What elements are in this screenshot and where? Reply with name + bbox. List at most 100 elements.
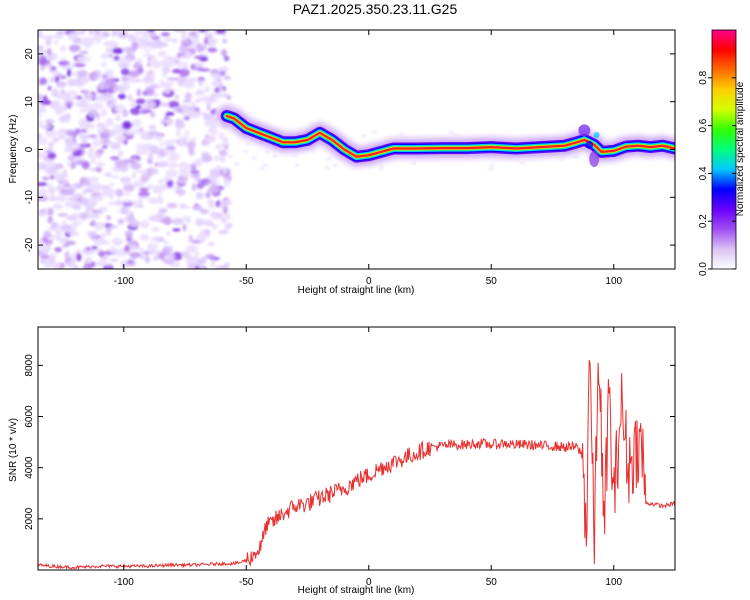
noise-blob	[137, 197, 143, 205]
noise-blob	[150, 72, 155, 81]
noise-blob	[45, 128, 57, 138]
noise-blob	[124, 130, 136, 136]
noise-blob	[194, 61, 205, 69]
noise-blob	[109, 258, 119, 262]
noise-blob	[204, 37, 209, 45]
noise-blob	[157, 50, 167, 57]
noise-blob	[244, 142, 250, 146]
noise-blob	[67, 68, 72, 77]
noise-blob	[79, 133, 86, 140]
noise-blob	[186, 244, 198, 253]
noise-blob	[113, 127, 123, 135]
noise-blob	[99, 73, 105, 78]
x-tick-label: 50	[486, 577, 498, 588]
noise-blob	[72, 204, 82, 211]
noise-blob	[110, 156, 120, 161]
noise-blob	[100, 53, 109, 59]
noise-blob	[103, 72, 114, 77]
noise-blob	[58, 60, 70, 66]
noise-blob	[191, 173, 201, 179]
noise-blob	[92, 31, 105, 41]
noise-blob	[222, 205, 228, 215]
noise-blob	[67, 187, 76, 196]
noise-blob	[52, 225, 63, 233]
noise-blob	[163, 88, 171, 95]
noise-blob	[172, 228, 181, 232]
noise-blob	[115, 188, 124, 197]
noise-blob	[205, 191, 211, 199]
noise-blob	[57, 212, 69, 217]
noise-blob	[94, 75, 102, 79]
noise-blob	[84, 213, 94, 219]
noise-blob	[192, 257, 200, 262]
noise-blob	[79, 197, 89, 206]
noise-blob	[72, 31, 84, 35]
y-tick-label: -20	[24, 237, 35, 252]
noise-blob	[114, 200, 123, 206]
noise-blob	[222, 166, 227, 175]
noise-blob	[164, 139, 175, 148]
noise-blob	[207, 47, 218, 53]
noise-blob	[144, 49, 151, 53]
noise-blob	[162, 216, 172, 226]
colorbar-tick-label: 0.2	[698, 214, 709, 228]
noise-blob	[76, 160, 84, 165]
noise-blob	[174, 59, 180, 63]
noise-blob	[165, 146, 176, 151]
noise-blob	[108, 201, 117, 206]
noise-blob	[105, 117, 114, 127]
noise-blob	[79, 129, 87, 133]
noise-blob	[70, 161, 76, 169]
noise-blob	[102, 240, 110, 245]
noise-blob	[72, 137, 77, 142]
colorbar-gradient	[712, 30, 736, 269]
noise-blob	[156, 212, 166, 219]
noise-blob	[49, 77, 55, 83]
noise-blob	[135, 98, 146, 105]
snr-x-axis: -100 -50 0 50 100	[114, 327, 623, 588]
noise-blob	[181, 33, 187, 42]
noise-blob	[120, 68, 130, 76]
noise-blob	[187, 263, 196, 269]
noise-blob	[63, 147, 74, 153]
noise-blob	[71, 212, 81, 217]
noise-blob	[411, 161, 417, 165]
noise-blob	[93, 222, 105, 231]
noise-blob	[178, 168, 191, 174]
noise-blob	[113, 248, 125, 257]
colorbar-tick-label: 0.4	[698, 166, 709, 180]
noise-blob	[114, 114, 122, 122]
noise-blob	[38, 77, 48, 85]
noise-blob	[272, 154, 278, 158]
noise-blob	[51, 261, 62, 269]
noise-blob	[190, 77, 198, 83]
noise-blob	[44, 246, 49, 255]
noise-blob	[68, 32, 78, 41]
noise-blob	[130, 107, 141, 115]
noise-blob	[147, 56, 152, 62]
noise-blob	[117, 32, 129, 39]
noise-blob	[204, 30, 212, 37]
noise-blob	[88, 30, 94, 36]
x-tick-label: 100	[605, 276, 622, 287]
noise-blob	[174, 94, 180, 101]
y-tick-label: 10	[24, 96, 35, 108]
x-tick-label: -100	[114, 577, 134, 588]
noise-blob	[128, 34, 137, 42]
noise-blob	[111, 30, 118, 37]
noise-blob	[151, 236, 160, 243]
noise-blob	[195, 234, 203, 242]
noise-blob	[228, 155, 233, 159]
noise-blob	[115, 162, 124, 169]
noise-blob	[167, 101, 180, 108]
noise-blob	[75, 253, 82, 262]
noise-blob	[38, 112, 42, 118]
noise-blob	[65, 240, 77, 246]
noise-blob	[81, 160, 90, 170]
noise-blob	[180, 30, 187, 35]
noise-blob	[117, 93, 126, 100]
noise-blob	[122, 121, 132, 130]
noise-blob	[53, 163, 64, 170]
noise-blob	[80, 76, 90, 83]
noise-blob	[100, 108, 107, 117]
